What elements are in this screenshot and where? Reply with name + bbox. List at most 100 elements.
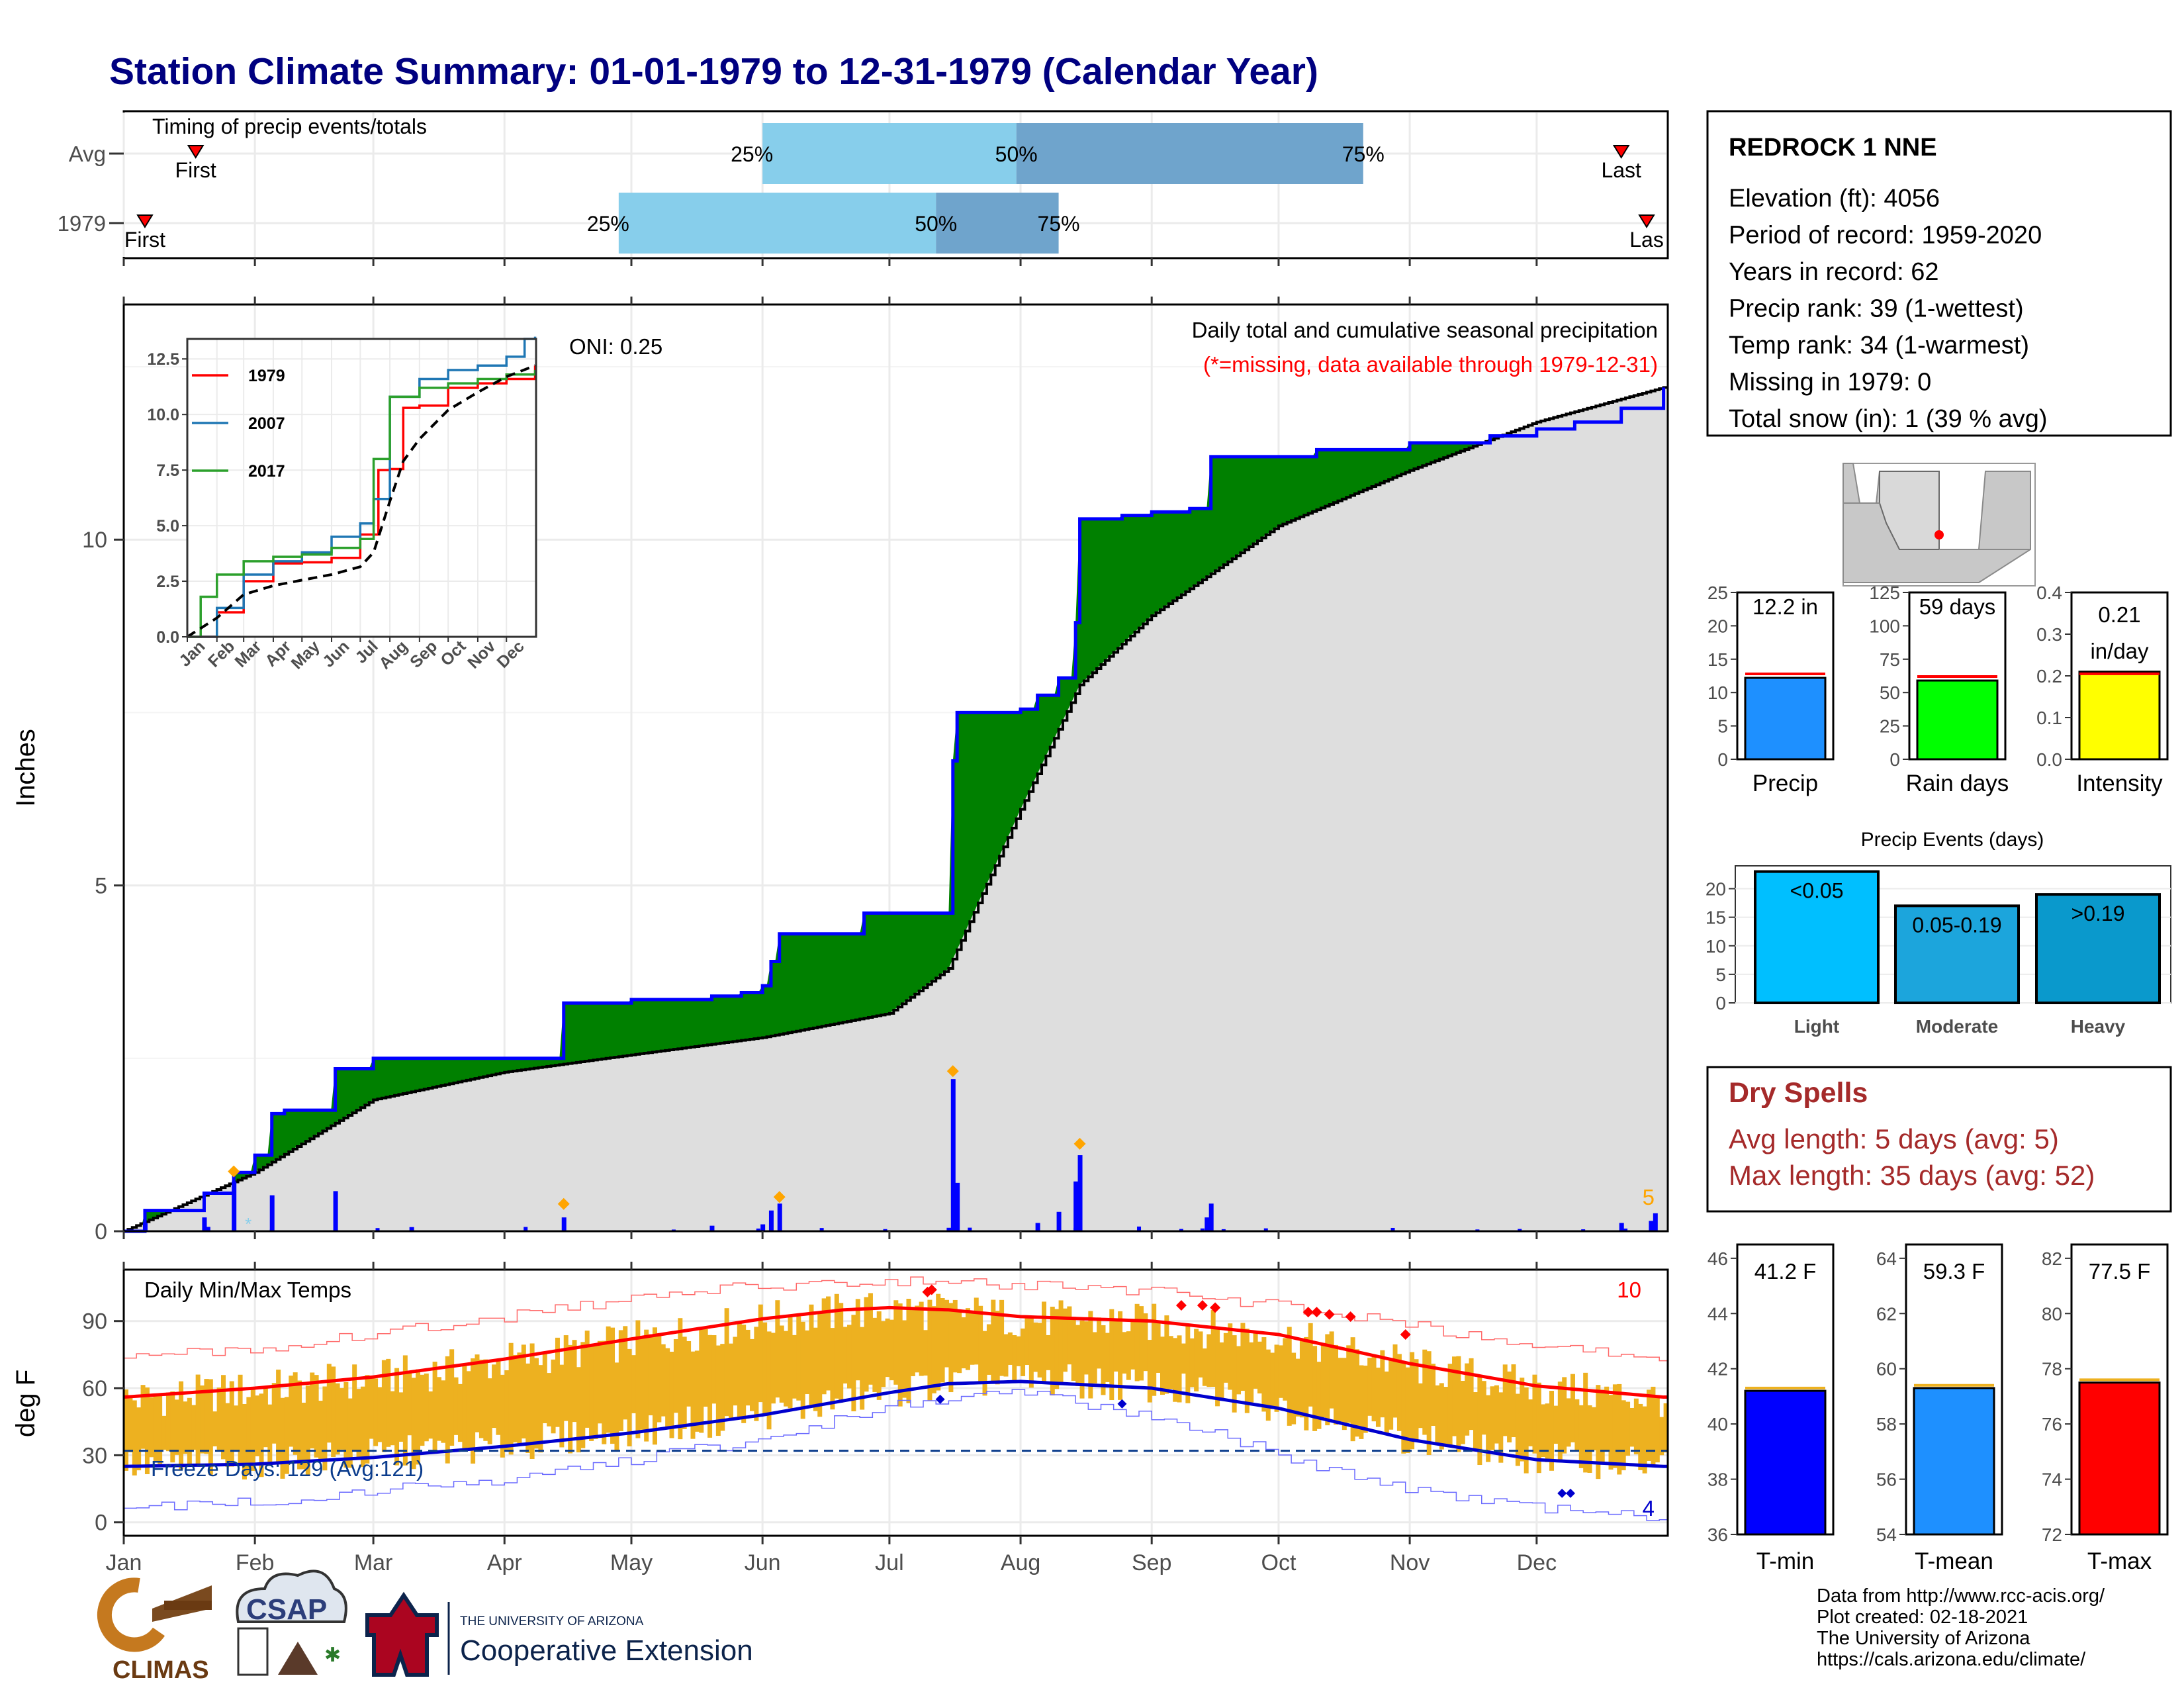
first-event-marker <box>187 145 205 159</box>
daily-temp-bar <box>1473 1392 1478 1452</box>
daily-temp-bar <box>762 1322 768 1415</box>
daily-temp-bar <box>741 1325 747 1423</box>
daily-temp-bar <box>1524 1387 1529 1474</box>
month-tick-label: Dec <box>1517 1550 1557 1575</box>
mini-bar-label: Precip <box>1752 771 1818 796</box>
daily-temp-bar <box>1109 1309 1115 1401</box>
daily-precip-bar <box>561 1217 567 1231</box>
daily-temp-bar <box>453 1377 459 1435</box>
month-tick-label: Sep <box>1132 1550 1172 1575</box>
daily-temp-bar <box>161 1415 167 1450</box>
daily-temp-bar <box>1465 1363 1470 1436</box>
daily-temp-bar <box>1021 1328 1026 1376</box>
daily-temp-bar <box>580 1342 586 1448</box>
daily-precip-bar <box>1200 1228 1205 1231</box>
daily-temp-bar <box>576 1367 581 1453</box>
daily-temp-bar <box>1380 1350 1385 1418</box>
daily-precip-bar <box>1221 1229 1226 1231</box>
daily-temp-bar <box>1092 1332 1097 1383</box>
mini-bar-y-tick: 10 <box>1707 682 1728 703</box>
daily-temp-bar <box>1270 1352 1275 1409</box>
temp-panel: 0 30 60 90 deg F Daily Min/Max Temps Freeze Da… <box>11 1268 1669 1537</box>
daily-temp-bar <box>1481 1381 1486 1435</box>
page-title: Station Climate Summary: 01-01-1979 to 1… <box>109 50 1318 93</box>
temp-bar-y-tick: 82 <box>2042 1248 2062 1269</box>
daily-precip-bar <box>709 1225 715 1231</box>
daily-precip-bar <box>819 1228 824 1231</box>
daily-temp-bar <box>766 1331 772 1430</box>
daily-temp-bar <box>1655 1396 1660 1463</box>
daily-temp-bar <box>280 1397 285 1479</box>
station-dot <box>1934 530 1944 539</box>
daily-temp-bar <box>572 1340 577 1423</box>
daily-temp-bar <box>301 1402 306 1470</box>
record-low-marker <box>935 1394 945 1404</box>
daily-temp-bar <box>1046 1335 1051 1370</box>
daily-precip-bar <box>269 1195 275 1231</box>
daily-temp-bar <box>1177 1335 1182 1403</box>
average-cumulative-area <box>124 387 1668 1232</box>
daily-temp-bar <box>1334 1344 1339 1425</box>
daily-temp-bar <box>369 1376 374 1439</box>
daily-temp-bar <box>1600 1389 1605 1464</box>
daily-temp-bar <box>919 1301 924 1376</box>
mini-bar-y-tick: 0.1 <box>2036 708 2062 728</box>
csap-logo-text: CSAP <box>246 1593 327 1626</box>
q50-label: 50% <box>915 212 957 236</box>
daily-temp-bar <box>970 1313 975 1365</box>
daily-temp-bar <box>944 1299 949 1368</box>
daily-temp-bar <box>842 1327 848 1383</box>
station-detail-line: Precip rank: 39 (1-wettest) <box>1729 295 2024 323</box>
daily-temp-bar <box>885 1318 890 1378</box>
inset-y-tick: 5.0 <box>156 517 179 536</box>
daily-temp-bar <box>1435 1385 1440 1445</box>
observed-cumulative-line <box>124 387 1666 1233</box>
daily-temp-bar <box>660 1344 666 1417</box>
daily-temp-bar <box>715 1345 721 1436</box>
temp-bar-value-text: 59.3 F <box>1923 1259 1985 1284</box>
daily-temp-bar <box>788 1317 793 1409</box>
daily-temp-bar <box>1232 1335 1237 1413</box>
daily-temp-bar <box>1194 1329 1199 1391</box>
temp-bar-y-tick: 40 <box>1707 1414 1728 1434</box>
daily-temp-bar <box>200 1385 205 1454</box>
precip-y-tick: 5 <box>95 874 107 899</box>
daily-temp-bar <box>420 1374 425 1446</box>
daily-temp-bar <box>271 1383 277 1444</box>
mini-bar-y-tick: 0 <box>1889 749 1900 770</box>
daily-temp-bar <box>897 1303 903 1407</box>
daily-temp-bar <box>1392 1344 1398 1418</box>
daily-temp-bar <box>267 1404 273 1466</box>
daily-temp-bar <box>1240 1323 1246 1391</box>
events-bar <box>2035 893 2161 1004</box>
daily-precip-bar <box>1263 1228 1268 1231</box>
daily-temp-bar <box>881 1321 886 1387</box>
daily-temp-bar <box>618 1330 623 1431</box>
events-bar <box>1754 870 1880 1004</box>
record-high-marker <box>1324 1309 1335 1320</box>
daily-temp-bar <box>128 1396 133 1452</box>
daily-temp-bar <box>965 1308 970 1370</box>
daily-temp-bar <box>1198 1331 1203 1378</box>
daily-temp-bar <box>1075 1325 1081 1387</box>
daily-temp-bar <box>1418 1383 1423 1429</box>
daily-temp-bar <box>343 1382 349 1468</box>
footer-line: Plot created: 02-18-2021 <box>1817 1607 2028 1628</box>
daily-temp-bar <box>686 1340 692 1407</box>
daily-temp-bar <box>631 1355 637 1413</box>
daily-temp-bar <box>1164 1315 1169 1394</box>
daily-temp-bar <box>1291 1352 1297 1425</box>
daily-temp-bar <box>589 1344 594 1441</box>
inset-y-tick: 7.5 <box>156 461 179 480</box>
daily-temp-bar <box>508 1342 514 1455</box>
daily-temp-bar <box>1422 1349 1428 1435</box>
daily-temp-bar <box>1105 1333 1110 1382</box>
record-high-marker <box>1311 1307 1322 1318</box>
daily-temp-bar <box>153 1396 158 1461</box>
inset-y-tick: 0.0 <box>156 628 179 647</box>
ua-small-text: THE UNIVERSITY OF ARIZONA <box>460 1615 644 1628</box>
daily-temp-bar <box>411 1378 416 1470</box>
daily-temp-bar <box>1494 1385 1499 1444</box>
footer-line: The University of Arizona <box>1817 1628 2030 1649</box>
daily-temp-bar <box>1219 1342 1224 1399</box>
